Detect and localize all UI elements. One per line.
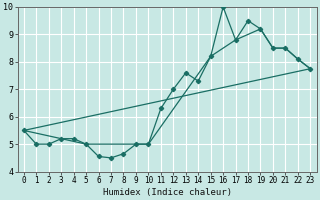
X-axis label: Humidex (Indice chaleur): Humidex (Indice chaleur) xyxy=(103,188,232,197)
